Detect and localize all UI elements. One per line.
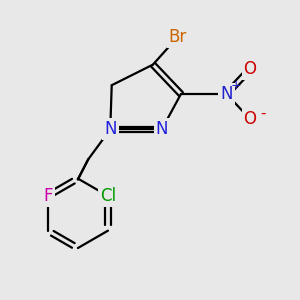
Text: N: N xyxy=(155,120,168,138)
Text: -: - xyxy=(261,106,266,121)
Text: N: N xyxy=(104,120,116,138)
Text: +: + xyxy=(231,79,241,92)
Text: Cl: Cl xyxy=(100,187,116,205)
Text: F: F xyxy=(43,187,52,205)
Text: Br: Br xyxy=(169,28,187,46)
Text: O: O xyxy=(244,110,256,128)
Text: N: N xyxy=(220,85,233,103)
Text: O: O xyxy=(244,60,256,78)
